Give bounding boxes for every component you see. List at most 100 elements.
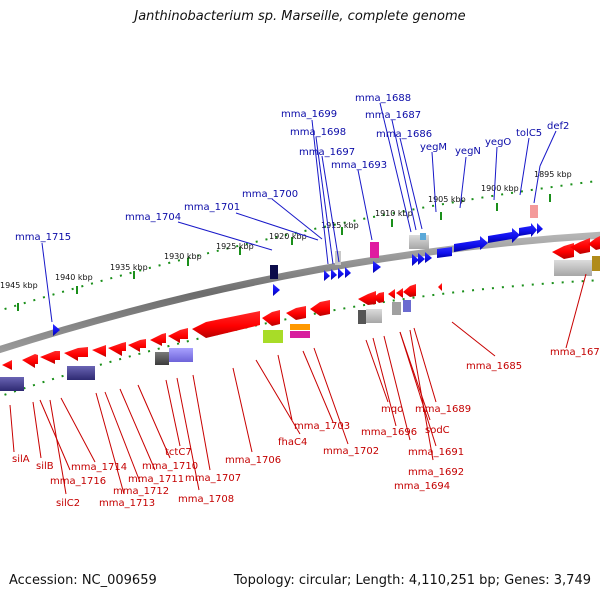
gene-label: mma_1700 (242, 189, 298, 200)
gene-label: mma_1702 (323, 446, 379, 457)
kbp-label: 1945 kbp (0, 281, 38, 290)
gene-mma-1706 (262, 310, 280, 326)
gene-mma-1704 (273, 284, 280, 296)
gene-mqo (358, 291, 376, 305)
kbp-label: 1900 kbp (481, 184, 519, 193)
kbp-label: 1925 kbp (216, 242, 254, 251)
gene-mma-1697b (345, 267, 351, 278)
gene-mma-1688 (412, 254, 419, 266)
gene-mma-1685 (438, 283, 442, 291)
gene-mma-1697 (338, 268, 344, 279)
gene-mma-1714 (92, 345, 106, 357)
gene-mma-1696 (373, 292, 384, 303)
gene-label: mma_1707 (185, 473, 241, 484)
gene-mma-1713 (108, 342, 126, 356)
gene-mma-1702 (310, 300, 330, 316)
forward-strand-genes (53, 223, 543, 336)
gene-label: mma_1692 (408, 467, 464, 478)
gene-mma-1703 (286, 306, 306, 320)
reverse-strand-genes (2, 236, 600, 370)
gene-label: mma_1701 (184, 202, 240, 213)
reverse-feature-boxes (0, 256, 600, 391)
gene-label: mma_1687 (365, 110, 421, 121)
gene-label: mma_1712 (113, 486, 169, 497)
gene-label: tolC5 (516, 128, 542, 139)
gene-mma-1679a (552, 243, 574, 259)
gene-mma-1716 (64, 347, 88, 361)
gene-yegM (437, 247, 452, 258)
gene-mma-1715 (53, 324, 60, 336)
kbp-label: 1905 kbp (428, 195, 466, 204)
gene-label: mma_1686 (376, 129, 432, 140)
gene-mma-1698 (331, 269, 337, 280)
accession-text: Accession: NC_009659 (9, 573, 157, 588)
gene-label: mma_1703 (294, 421, 350, 432)
genome-summary-text: Topology: circular; Length: 4,110,251 bp… (233, 573, 591, 588)
forward-labels: mma_1715 mma_1704 mma_1701 mma_1700 mma_… (15, 93, 569, 243)
gene-label: yegN (455, 146, 481, 157)
map-title: Janthinobacterium sp. Marseille, complet… (134, 9, 466, 24)
gene-mma-1687 (418, 253, 425, 265)
gene-label: mma_1704 (125, 212, 181, 223)
kbp-label: 1930 kbp (164, 252, 202, 261)
kbp-label: 1940 kbp (55, 273, 93, 282)
gene-label: yegO (485, 137, 511, 148)
gene-label: mma_1689 (415, 404, 471, 415)
ruler-labels: 1945 kbp 1940 kbp 1935 kbp 1930 kbp 1925… (0, 170, 572, 290)
gene-def2 (537, 223, 543, 234)
reverse-label-leaders (9, 273, 587, 495)
gene-mma-1699 (324, 270, 330, 281)
gene-label: mqo (381, 404, 403, 415)
gene-silC2 (40, 351, 60, 364)
gene-label: mma_1679 (550, 347, 600, 358)
gene-label: tctC7 (165, 447, 192, 458)
gene-tolC5 (519, 223, 537, 237)
gene-label: mma_1706 (225, 455, 281, 466)
gene-mma-1679b (570, 238, 590, 254)
gene-label: mma_1711 (128, 474, 184, 485)
gene-label: def2 (547, 121, 569, 132)
gene-label: silB (36, 461, 54, 472)
gene-label: sodC (425, 425, 450, 436)
gene-label: mma_1691 (408, 447, 464, 458)
kbp-label: 1920 kbp (269, 232, 307, 241)
gene-mma-1711 (150, 333, 166, 346)
kbp-label: 1915 kbp (321, 221, 359, 230)
genome-backbone (0, 231, 600, 354)
gene-yegN (454, 236, 488, 252)
gene-label: mma_1696 (361, 427, 417, 438)
gene-label: mma_1710 (142, 461, 198, 472)
gene-label: mma_1699 (281, 109, 337, 120)
gene-label: mma_1697 (299, 147, 355, 158)
gene-label: mma_1685 (466, 361, 522, 372)
gene-silA (2, 360, 12, 370)
gene-label: silA (12, 454, 30, 465)
gene-label: mma_1713 (99, 498, 155, 509)
gene-mma-1686 (425, 252, 432, 263)
gene-label: mma_1688 (355, 93, 411, 104)
gene-label: mma_1716 (50, 476, 106, 487)
gene-mma-1693 (373, 261, 381, 273)
gene-label: mma_1693 (331, 160, 387, 171)
gene-label: yegM (420, 142, 447, 153)
gene-label: fhaC4 (278, 437, 307, 448)
gene-label: mma_1708 (178, 494, 234, 505)
gene-mma-1707 (192, 311, 260, 338)
gene-sodC (388, 289, 395, 299)
gene-yegO (488, 228, 520, 243)
gene-mma-1712 (128, 339, 146, 352)
gene-silB (22, 354, 38, 368)
kbp-label: 1895 kbp (534, 170, 572, 179)
gene-label: mma_1694 (394, 481, 450, 492)
gene-label: silC2 (56, 498, 80, 509)
gene-mma-1691 (396, 288, 403, 298)
forward-label-leaders (41, 102, 557, 323)
gene-label: mma_1714 (71, 462, 127, 473)
gene-mma-1692 (403, 284, 416, 297)
gene-label: mma_1715 (15, 232, 71, 243)
lower-tick-track (0, 279, 600, 398)
kbp-label: 1935 kbp (110, 263, 148, 272)
gene-mma-1710 (168, 328, 188, 343)
gene-mma-1679c (588, 236, 600, 250)
